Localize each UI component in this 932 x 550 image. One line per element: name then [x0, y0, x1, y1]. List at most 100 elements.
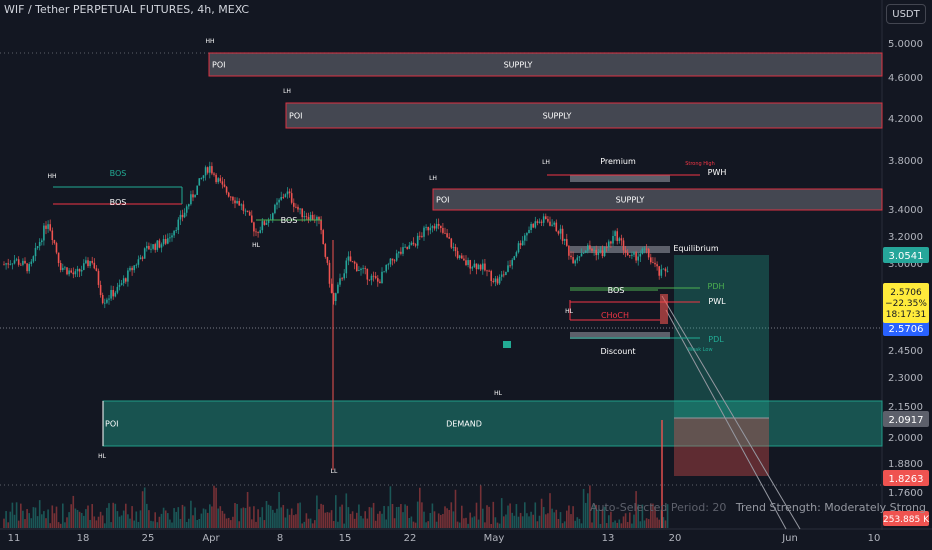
candle-body [213, 173, 215, 175]
candle-body [526, 233, 528, 236]
volume-bar [561, 523, 564, 528]
volume-bar [482, 508, 484, 528]
volume-bar [393, 518, 396, 528]
candle-body [448, 237, 450, 239]
volume-bar [114, 503, 117, 528]
volume-bar [658, 519, 660, 528]
volume-bar [116, 511, 119, 528]
candle-body [341, 278, 343, 280]
volume-bar [580, 523, 583, 528]
volume-bar [120, 515, 123, 528]
volume-bar [104, 523, 106, 528]
candle-body [477, 264, 480, 270]
volume-bar [164, 510, 167, 528]
volume-bar [11, 502, 14, 528]
annotation-label: BOS [608, 286, 625, 295]
volume-bar [93, 516, 96, 528]
volume-bar [316, 495, 318, 528]
volume-bar [108, 503, 110, 528]
volume-bar [515, 504, 518, 528]
candle-body [368, 279, 371, 281]
candle-body [122, 278, 125, 284]
volume-bar [530, 511, 532, 528]
candle-body [658, 266, 660, 276]
volume-bar [213, 485, 215, 528]
candle-body [43, 225, 45, 241]
candle-body [584, 250, 587, 253]
candle-body [59, 263, 62, 270]
candle-body [219, 178, 222, 182]
volume-bar [64, 522, 66, 528]
candle-body [171, 235, 173, 238]
currency-button[interactable]: USDT [886, 4, 926, 24]
annotation-label: LL [331, 468, 338, 475]
volume-bar [242, 507, 245, 528]
candle-body [542, 216, 545, 223]
y-tick-label: 3.2000 [888, 232, 923, 243]
candle-body [458, 255, 461, 259]
candle-body [572, 257, 574, 264]
candle-body [473, 263, 476, 268]
candle-body [66, 267, 68, 275]
volume-bar [89, 519, 91, 528]
volume-bar [448, 509, 450, 528]
volume-bar [429, 513, 432, 528]
volume-bar [156, 522, 159, 528]
volume-bar [391, 503, 394, 528]
volume-bar [41, 514, 43, 528]
volume-bar [314, 520, 316, 528]
candle-body [284, 194, 287, 197]
symbol-title[interactable]: WIF / Tether PERPETUAL FUTURES, 4h, MEXC [4, 3, 250, 16]
position-profit-box [674, 255, 769, 418]
volume-bar [572, 506, 574, 528]
volume-bar [427, 521, 429, 528]
volume-bar [339, 506, 341, 528]
candle-body [156, 240, 159, 250]
candle-body [236, 201, 238, 204]
candle-body [267, 219, 270, 223]
candle-body [492, 280, 495, 282]
candle-body [24, 260, 26, 264]
candle-body [148, 245, 150, 250]
zone-poi-label: POI [436, 196, 449, 205]
volume-bar [30, 518, 33, 528]
candle-body [68, 270, 70, 275]
candle-body [95, 268, 98, 271]
volume-bar [377, 513, 379, 528]
candle-body [654, 262, 656, 265]
volume-bar [36, 516, 39, 528]
candle-body [326, 256, 329, 263]
volume-bar [547, 513, 549, 528]
volume-bar [349, 513, 352, 528]
volume-bar [251, 519, 253, 528]
candle-body [614, 231, 616, 237]
volume-bar [9, 511, 12, 528]
volume-bar [398, 506, 400, 528]
candle-body [15, 259, 18, 261]
candle-body [576, 257, 579, 261]
candle-body [87, 260, 89, 267]
volume-bar [192, 515, 194, 528]
y-tick-label: 2.0000 [888, 433, 923, 444]
volume-bar [570, 514, 572, 528]
candle-body [133, 265, 135, 271]
price-label-bg [883, 411, 929, 427]
volume-bar [139, 510, 142, 528]
candle-body [244, 210, 247, 212]
candle-body [20, 264, 22, 266]
candle-body [22, 260, 24, 265]
volume-bar [238, 521, 240, 528]
candle-body [234, 200, 236, 204]
candle-body [647, 248, 650, 258]
volume-bar [440, 514, 442, 528]
candle-body [9, 263, 12, 265]
volume-bar [106, 507, 108, 528]
volume-bar [125, 503, 127, 528]
volume-bar [356, 512, 358, 528]
candle-body [410, 242, 413, 246]
candle-body [549, 221, 551, 226]
candle-body [505, 271, 507, 276]
price-label-text: 2.5706 [889, 324, 924, 335]
candle-body [639, 253, 642, 257]
